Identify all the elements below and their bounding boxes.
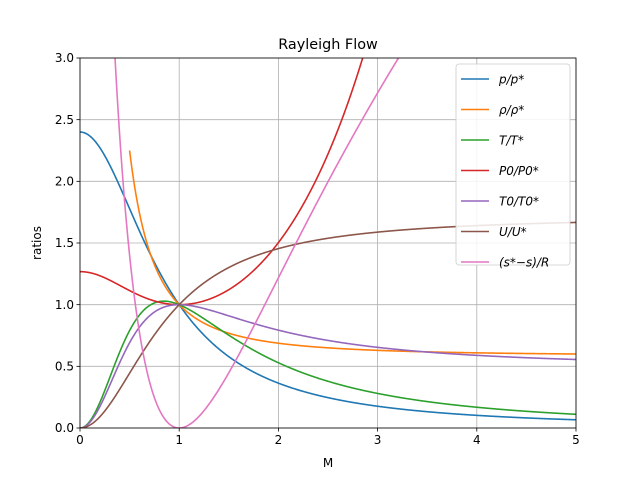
legend: p/p* ρ/ρ* T/T* P0/P0* T0/T0* U/U* (s*−s)/R [455,63,571,270]
legend-label-p: p/p* [498,73,524,87]
series-line-P0 [80,58,364,306]
x-tick-label: 1 [175,433,183,447]
x-tick-label: 3 [374,433,382,447]
x-axis-label: M [323,456,333,470]
y-tick-label: 1.5 [55,236,74,250]
legend-label-P0: P0/P0* [499,164,539,178]
y-tick-label: 2.5 [55,113,74,127]
y-tick-label: 0.5 [55,360,74,374]
legend-label-rho: ρ/ρ* [499,103,524,117]
x-tick-label: 4 [473,433,481,447]
series-line-T [80,300,576,428]
series-line-p [80,131,576,421]
y-tick-label: 1.0 [55,298,74,312]
legend-label-s: (s*−s)/R [499,256,549,270]
series-line-rho [128,150,576,355]
legend-label-U: U/U* [499,225,527,239]
y-axis-label: ratios [30,226,44,260]
axis-ticks: 0 1 2 3 4 5 0.0 0.5 1.0 1.5 2.0 2.5 3.0 [55,51,580,447]
series-line-T0 [80,303,576,428]
x-tick-label: 5 [572,433,580,447]
legend-label-T: T/T* [499,134,524,148]
series-line-s [114,58,400,428]
y-tick-label: 3.0 [55,51,74,65]
chart-title: Rayleigh Flow [278,37,378,53]
y-tick-label: 2.0 [55,175,74,189]
legend-box [455,63,571,266]
x-tick-label: 2 [275,433,283,447]
legend-label-T0: T0/T0* [499,195,539,209]
y-tick-label: 0.0 [55,421,74,435]
x-tick-label: 0 [76,433,84,447]
